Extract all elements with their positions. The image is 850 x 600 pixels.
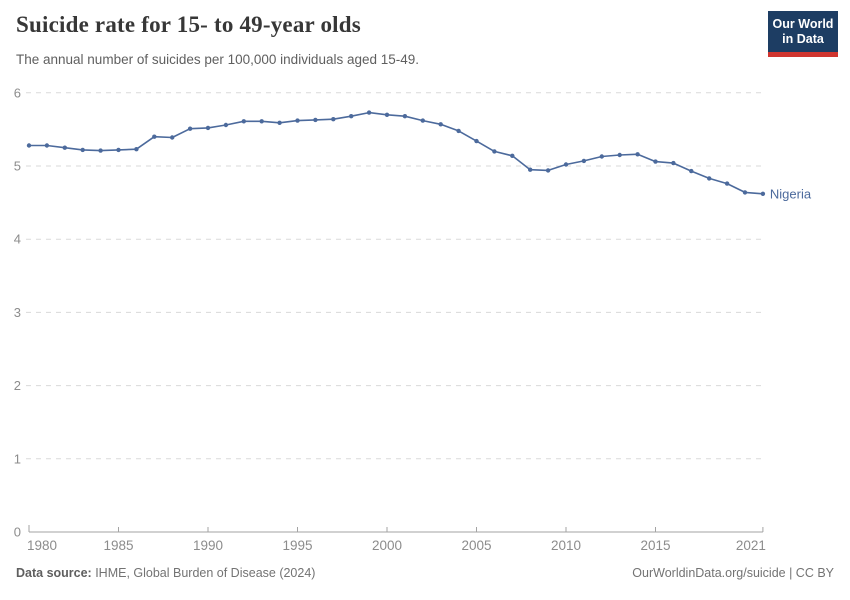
data-point xyxy=(259,119,264,124)
data-point xyxy=(62,145,67,150)
data-point xyxy=(528,167,533,172)
data-point xyxy=(438,122,443,127)
data-point xyxy=(44,143,50,148)
data-point xyxy=(205,125,211,131)
y-tick-label: 1 xyxy=(14,451,21,466)
x-tick-label: 1995 xyxy=(282,538,312,553)
x-tick-label: 2000 xyxy=(372,538,402,553)
data-point xyxy=(456,128,461,134)
data-point xyxy=(581,158,587,164)
data-point xyxy=(635,152,640,157)
data-point xyxy=(689,168,694,174)
x-tick-label: 1990 xyxy=(193,538,223,553)
data-point xyxy=(313,117,318,123)
chart-subtitle: The annual number of suicides per 100,00… xyxy=(16,52,420,67)
data-point xyxy=(349,114,354,119)
data-point xyxy=(366,110,372,115)
data-point xyxy=(510,153,515,158)
data-line xyxy=(29,111,763,195)
line-chart: 0 1 2 3 4 5 6 1980 1985 1990 1995 2000 2005 2010 2015 2… xyxy=(14,85,812,553)
x-tick-label: 1980 xyxy=(27,538,57,553)
data-point xyxy=(617,152,622,158)
data-point xyxy=(724,181,730,186)
data-point xyxy=(707,176,712,181)
data-point xyxy=(545,168,551,173)
data-point xyxy=(420,118,425,123)
data-point xyxy=(187,126,193,131)
data-point xyxy=(98,148,103,153)
data-point xyxy=(671,160,676,166)
data-point xyxy=(474,138,479,144)
data-point xyxy=(384,112,390,117)
chart-footer: Data source: IHME, Global Burden of Dise… xyxy=(16,566,834,580)
y-tick-label: 2 xyxy=(14,378,21,393)
data-point xyxy=(116,147,121,153)
y-tick-label: 0 xyxy=(14,525,21,540)
owid-logo-line2: in Data xyxy=(782,31,824,46)
data-point xyxy=(277,120,282,125)
data-point xyxy=(653,159,658,164)
owid-logo-line1: Our World xyxy=(772,17,834,31)
data-point xyxy=(152,134,157,139)
data-point xyxy=(170,135,175,140)
owid-logo[interactable]: Our World in Data xyxy=(768,11,838,57)
data-point xyxy=(742,190,748,195)
x-tick-label: 2015 xyxy=(640,538,670,553)
data-point xyxy=(331,117,336,122)
data-source-text: Data source: IHME, Global Burden of Dise… xyxy=(16,566,315,580)
y-tick-label: 3 xyxy=(14,305,21,320)
page-title: Suicide rate for 15- to 49-year olds xyxy=(16,12,361,37)
data-point xyxy=(223,122,229,128)
series-end-label: Nigeria xyxy=(770,186,812,201)
x-tick-label: 1985 xyxy=(103,538,133,553)
y-tick-label: 5 xyxy=(14,159,21,174)
credit-link[interactable]: OurWorldinData.org/suicide | CC BY xyxy=(632,566,834,580)
data-point xyxy=(760,191,766,196)
data-point xyxy=(402,114,408,119)
data-point xyxy=(563,162,569,167)
data-point xyxy=(241,119,246,124)
y-tick-label: 6 xyxy=(14,85,21,100)
x-tick-label: 2021 xyxy=(736,538,766,553)
data-point xyxy=(134,147,139,152)
data-point xyxy=(599,154,604,159)
data-source-value: IHME, Global Burden of Disease (2024) xyxy=(91,566,316,580)
y-tick-label: 4 xyxy=(14,232,21,247)
data-point xyxy=(492,149,497,154)
data-point xyxy=(80,147,85,153)
data-point xyxy=(295,118,300,123)
x-tick-label: 2010 xyxy=(551,538,581,553)
x-tick-label: 2005 xyxy=(461,538,491,553)
data-source-label: Data source: xyxy=(16,566,92,580)
data-point xyxy=(26,143,32,148)
